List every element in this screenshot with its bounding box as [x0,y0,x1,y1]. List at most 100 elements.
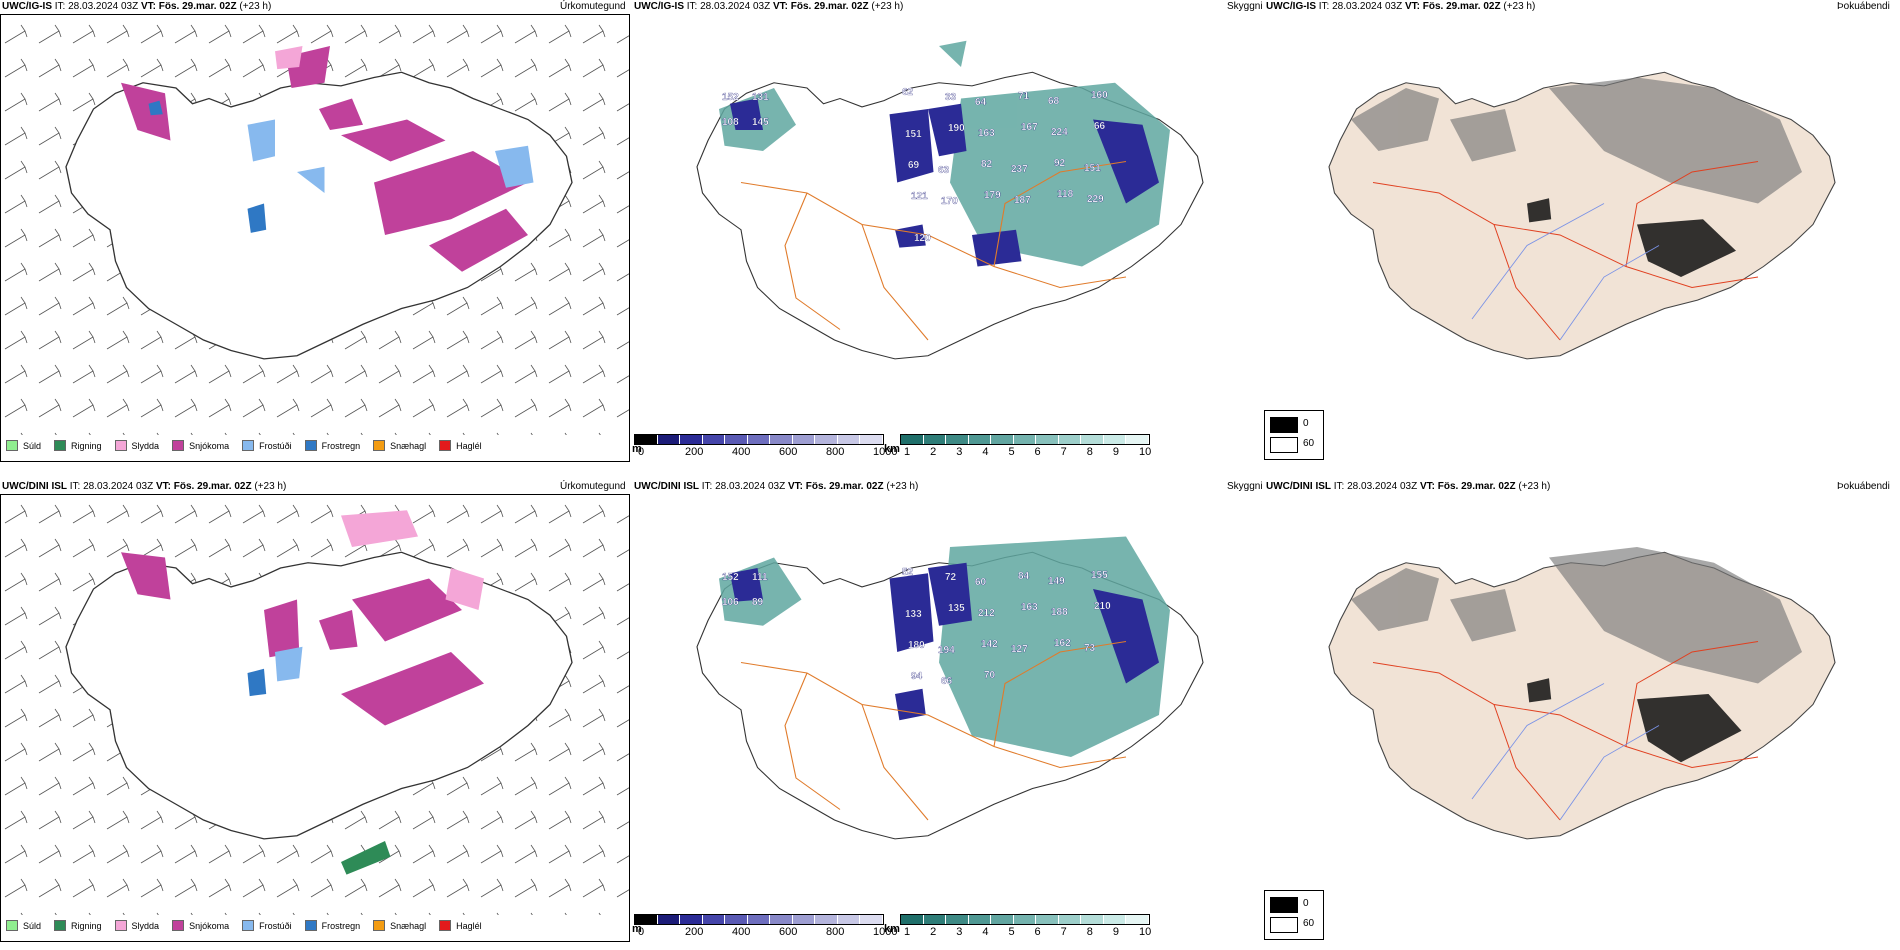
fog-legend-label-0: 0 [1303,898,1309,909]
visibility-value-label: 69 [908,160,920,171]
colorbar-tick: 1000 [873,446,898,458]
colorbar-segment [725,915,748,924]
precip-type-title: Úrkomutegund [560,1,626,12]
roads [1372,161,1759,341]
roads [740,640,1127,821]
visibility-value-label: 68 [1048,96,1060,107]
legend-item: Frostúði [242,440,292,451]
legend-item: Rigning [54,920,102,931]
visibility-value-label: 135 [948,603,965,614]
legend-item: Snjókoma [172,440,229,451]
colorbar-tick: 3 [956,446,963,458]
legend-swatch [114,440,127,451]
legend-item: Rigning [54,440,102,451]
visibility-value-label: 212 [978,608,995,619]
model-row-igis: UWC/IG-IS IT: 28.03.2024 03Z VT: Fös. 29… [0,0,1900,470]
colorbar-unit-m: m [632,923,642,935]
it-value: 28.03.2024 03Z [1347,481,1418,492]
colorbar-tick: 2 [930,926,937,938]
colorbar-segment [702,915,726,924]
visibility-value-label: 145 [752,117,769,128]
legend-label: Frostregn [321,440,361,451]
legend-swatch [54,920,67,931]
visibility-value-label: 229 [1087,194,1104,205]
colorbar-segment [1036,435,1059,444]
it-label: IT: [54,1,66,12]
roads [740,160,1127,341]
visibility-value-label: 152 [722,572,739,583]
model-name: UWC/DINI ISL [634,481,699,492]
colorbar-tick: 10 [1139,446,1152,458]
fog-legend-swatch-light [1270,917,1298,933]
visibility-value-label: 66 [1094,121,1106,132]
legend-item: Haglél [439,920,482,931]
visibility-panel: UWC/IG-IS IT: 28.03.2024 03Z VT: Fös. 29… [632,0,1264,470]
colorbar-segment [657,915,681,924]
fog-index-gray [1351,77,1802,204]
visibility-value-label: 151 [905,129,922,140]
colorbar-unit-km: km [884,443,900,455]
legend-swatch [373,440,386,451]
visibility-value-label: 120 [914,233,931,244]
visibility-value-label: 170 [941,196,958,207]
panel-title: UWC/IG-IS IT: 28.03.2024 03Z VT: Fös. 29… [634,1,903,12]
fog-legend-label-0: 0 [1303,418,1309,429]
colorbar-segment [901,435,924,444]
vt-label: VT: [1419,481,1435,492]
model-name: UWC/DINI ISL [1266,481,1331,492]
visibility-value-label: 152 [722,92,739,103]
legend-label: Slydda [131,920,160,931]
precip-type-legend: Súld Rigning Slydda Snjókoma Frostúði Frostre… [6,440,482,451]
visibility-value-label: 106 [722,597,739,608]
colorbar-segment [680,915,703,924]
visibility-value-label: 155 [1091,570,1108,581]
colorbar-tick: 400 [732,446,751,458]
visibility-value-label: 73 [1084,643,1096,654]
vt-value: Fös. 29.mar. 02Z [173,481,252,492]
visibility-km-colorbar: 1 2 3 4 5 6 7 8 9 10 [900,434,1152,460]
lead-time: (+23 h) [254,481,287,492]
model-name: UWC/IG-IS [634,1,684,12]
visibility-value-label: 71 [1018,91,1030,102]
precip-type-title: Úrkomutegund [560,481,626,492]
colorbar-segment [702,435,726,444]
colorbar-tick: 9 [1112,446,1119,458]
legend-item: Frostregn [304,440,361,451]
legend-swatch [6,440,18,451]
snow-areas [121,552,484,726]
legend-swatch [172,440,185,451]
legend-item: Snæhagl [373,920,426,931]
visibility-value-label: 187 [1014,195,1031,206]
fog-title: Þokuábendi [1837,1,1890,12]
colorbar-segment [792,915,816,924]
colorbar-tick: 9 [1112,926,1119,938]
panel-title: UWC/DINI ISL IT: 28.03.2024 03Z VT: Fös.… [1266,481,1550,492]
legend-item: Súld [6,440,41,451]
freezing-rain-areas [148,100,267,233]
colorbar-segment [770,915,793,924]
rain-areas [341,841,391,875]
it-value: 28.03.2024 03Z [715,481,786,492]
panel-title: UWC/DINI ISL IT: 28.03.2024 03Z VT: Fös.… [634,481,918,492]
vt-value: Fös. 29.mar. 02Z [158,1,237,12]
it-label: IT: [1318,1,1330,12]
legend-item: Slydda [114,440,159,451]
visibility-value-label: 190 [948,123,965,134]
legend-label: Snjókoma [189,440,230,451]
colorbar-segment [1081,435,1104,444]
visibility-value-label: 84 [1018,571,1030,582]
lead-time: (+23 h) [871,1,904,12]
colorbar-segment [1126,435,1150,444]
it-label: IT: [69,481,81,492]
model-name: UWC/IG-IS [1266,1,1316,12]
colorbar-segment [680,435,703,444]
colorbar-segment [837,915,861,924]
visibility-m-areas [730,562,1159,721]
colorbar-segment [792,435,816,444]
visibility-value-label: 127 [1011,644,1028,655]
colorbar-segment [770,435,793,444]
vt-label: VT: [140,1,156,12]
colorbar-segment [1103,915,1127,924]
model-row-dini: UWC/DINI ISL IT: 28.03.2024 03Z VT: Fös.… [0,480,1900,950]
visibility-value-label: 224 [1051,127,1068,138]
